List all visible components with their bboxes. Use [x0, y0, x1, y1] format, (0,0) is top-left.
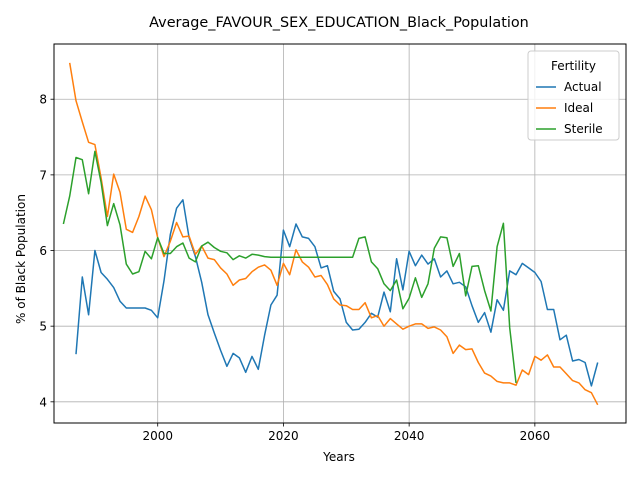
- legend: Fertility Actual Ideal Sterile: [527, 50, 620, 141]
- legend-label: Actual: [564, 80, 602, 94]
- y-tick-label: 4: [39, 395, 47, 409]
- legend-label: Ideal: [564, 101, 593, 115]
- legend-title: Fertility: [551, 59, 596, 73]
- legend-label: Sterile: [564, 122, 603, 136]
- x-tick-label: 2040: [394, 429, 425, 443]
- plot-frame: [53, 43, 627, 424]
- y-tick-label: 8: [39, 93, 47, 107]
- chart-title: Average_FAVOUR_SEX_EDUCATION_Black_Popul…: [149, 15, 529, 31]
- x-tick-label: 2000: [142, 429, 173, 443]
- y-axis-label: % of Black Population: [14, 194, 28, 324]
- series-lines: [62, 62, 599, 406]
- x-tick-label: 2060: [520, 429, 551, 443]
- axes: 2000 2020 2040 2060 4 5 6 7 8: [39, 93, 550, 443]
- y-tick-label: 5: [39, 320, 47, 334]
- series-line-sterile: [62, 150, 517, 383]
- x-axis-label: Years: [322, 450, 355, 464]
- legend-box: [527, 50, 620, 141]
- x-tick-label: 2020: [268, 429, 299, 443]
- y-tick-label: 6: [39, 244, 47, 258]
- y-tick-label: 7: [39, 168, 47, 182]
- series-line-ideal: [68, 62, 599, 406]
- series-line-actual: [75, 199, 599, 387]
